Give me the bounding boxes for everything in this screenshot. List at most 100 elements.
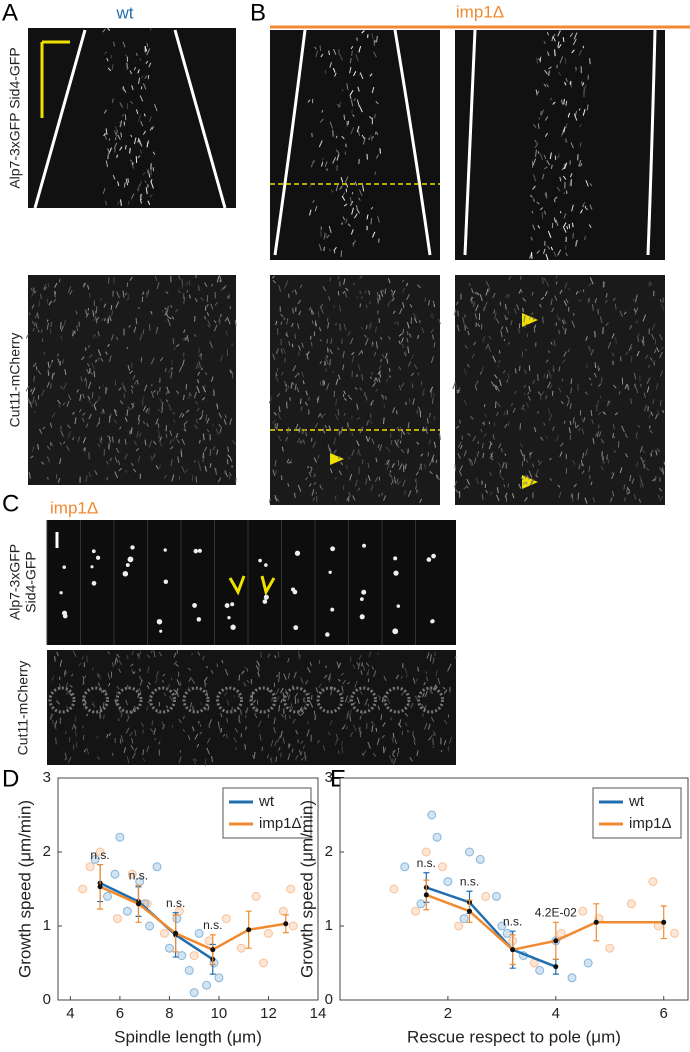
texture	[659, 333, 663, 341]
texture	[343, 114, 346, 120]
texture	[641, 339, 645, 346]
texture	[549, 374, 552, 379]
texture	[217, 319, 221, 325]
texture	[107, 442, 110, 450]
texture	[496, 411, 499, 417]
texture	[116, 653, 120, 658]
texture	[290, 703, 294, 709]
texture	[129, 731, 133, 737]
texture	[120, 132, 123, 138]
texture	[63, 670, 67, 675]
texture	[396, 478, 399, 484]
texture	[398, 384, 402, 391]
texture	[153, 440, 157, 445]
texture	[49, 422, 53, 428]
texture	[314, 422, 319, 429]
texture	[328, 295, 331, 301]
texture	[63, 671, 68, 678]
texture	[272, 275, 275, 279]
texture	[60, 335, 63, 340]
arrowhead	[522, 475, 538, 489]
texture	[546, 245, 551, 250]
texture	[373, 351, 377, 357]
texture	[109, 413, 112, 419]
texture	[31, 387, 36, 395]
texture	[119, 738, 122, 744]
texture	[352, 282, 356, 286]
texture	[469, 296, 474, 301]
texture	[182, 715, 185, 720]
texture	[151, 720, 154, 726]
texture	[53, 298, 57, 303]
texture	[93, 404, 97, 411]
texture	[253, 751, 256, 759]
texture	[430, 313, 433, 318]
texture	[485, 281, 490, 287]
texture	[347, 422, 349, 428]
texture	[565, 252, 568, 257]
row-label: Sid4-GFP	[23, 551, 39, 612]
texture	[148, 407, 150, 415]
texture	[358, 105, 363, 113]
texture	[280, 752, 282, 758]
texture	[276, 393, 281, 398]
texture	[361, 662, 363, 667]
texture	[566, 395, 570, 400]
texture	[590, 481, 593, 486]
texture	[419, 498, 423, 504]
texture	[342, 724, 346, 730]
texture	[422, 692, 425, 698]
texture	[556, 154, 560, 159]
texture	[105, 351, 108, 355]
scatter-point	[184, 965, 194, 975]
texture	[191, 678, 196, 685]
texture	[627, 487, 631, 492]
texture	[201, 367, 203, 371]
texture	[148, 440, 153, 448]
texture	[271, 697, 274, 702]
texture	[216, 449, 219, 455]
texture	[46, 319, 49, 322]
texture	[256, 660, 260, 666]
texture	[334, 476, 337, 480]
texture	[563, 222, 567, 227]
texture	[345, 218, 348, 224]
texture	[132, 752, 136, 759]
texture	[553, 339, 556, 347]
texture	[273, 412, 277, 416]
kymograph	[28, 275, 236, 485]
texture	[328, 225, 332, 234]
texture	[356, 37, 358, 41]
texture	[202, 452, 205, 458]
texture	[307, 412, 310, 415]
texture	[358, 350, 362, 356]
texture	[407, 702, 410, 706]
texture	[351, 191, 354, 195]
texture	[455, 425, 460, 429]
texture	[457, 441, 462, 448]
texture	[527, 396, 531, 401]
texture	[202, 655, 205, 661]
texture	[368, 290, 371, 295]
texture	[204, 305, 207, 311]
texture	[590, 409, 593, 416]
texture	[356, 205, 358, 210]
texture	[196, 385, 200, 394]
texture	[605, 293, 608, 298]
texture	[308, 396, 310, 401]
texture	[410, 702, 414, 709]
texture	[299, 440, 304, 444]
texture	[194, 297, 198, 302]
texture	[537, 225, 541, 229]
texture	[335, 149, 340, 154]
annotation: n.s.	[417, 856, 436, 870]
texture	[167, 319, 171, 327]
texture	[119, 426, 122, 430]
texture	[182, 292, 185, 299]
texture	[333, 48, 337, 55]
texture	[204, 676, 208, 682]
texture	[300, 740, 304, 745]
texture	[391, 754, 396, 758]
texture	[40, 461, 45, 465]
texture	[85, 475, 88, 482]
